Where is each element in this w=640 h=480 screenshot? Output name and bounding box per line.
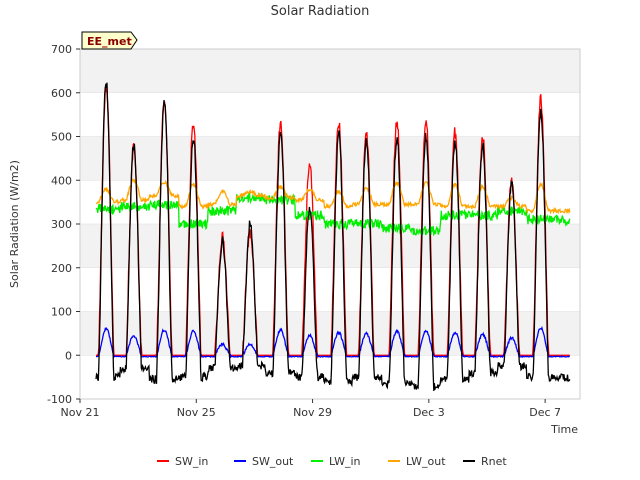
y-tick-label: 100	[51, 306, 72, 319]
legend-label-sw-out: SW_out	[252, 455, 294, 468]
plot-background-bands	[80, 49, 580, 356]
y-tick-label: 200	[51, 262, 72, 275]
x-tick-label: Dec 7	[529, 406, 561, 419]
legend-label-lw-out: LW_out	[406, 455, 446, 468]
y-tick-label: 0	[65, 349, 72, 362]
legend: SW_in SW_out LW_in LW_out Rnet	[157, 455, 507, 468]
y-tick-label: 600	[51, 87, 72, 100]
x-tick-label: Nov 25	[177, 406, 216, 419]
series-line-sw-out	[96, 325, 570, 359]
site-badge-label: EE_met	[87, 35, 132, 48]
band-600	[80, 49, 580, 93]
band-0	[80, 311, 580, 356]
chart-title: Solar Radiation	[271, 4, 370, 19]
y-axis-ticks: -100 0 100 200 300 400 500 600 700	[47, 43, 80, 406]
series-layer	[95, 82, 571, 392]
y-tick-label: -100	[47, 393, 72, 406]
band-400	[80, 136, 580, 181]
y-axis-label: Solar Radiation (W/m2)	[8, 160, 21, 288]
y-tick-label: 700	[51, 43, 72, 56]
x-axis-label: Time	[550, 423, 578, 436]
y-tick-label: 300	[51, 218, 72, 231]
site-badge: EE_met	[81, 31, 138, 50]
series-line-lw-in	[95, 191, 571, 237]
y-tick-label: 500	[51, 131, 72, 144]
x-tick-label: Nov 21	[61, 406, 100, 419]
legend-label-sw-in: SW_in	[175, 455, 208, 468]
legend-label-rnet: Rnet	[481, 455, 507, 468]
x-tick-label: Nov 29	[293, 406, 332, 419]
y-tick-label: 400	[51, 174, 72, 187]
series-line-rnet	[95, 82, 571, 392]
series-line-lw-out	[95, 177, 571, 215]
legend-label-lw-in: LW_in	[329, 455, 361, 468]
band-200	[80, 224, 580, 268]
x-tick-label: Dec 3	[413, 406, 445, 419]
x-axis-ticks: Nov 21 Nov 25 Nov 29 Dec 3 Dec 7	[61, 399, 561, 419]
